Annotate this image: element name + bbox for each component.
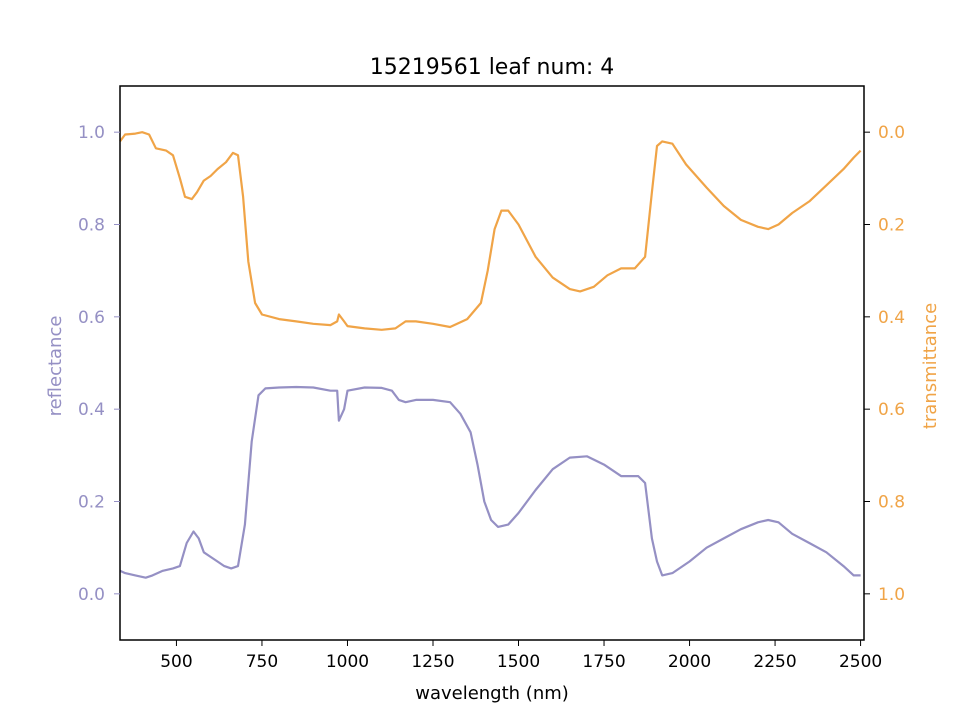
x-axis-label: wavelength (nm) xyxy=(415,683,569,704)
x-tick-label: 2250 xyxy=(753,652,796,672)
x-tick-label: 1000 xyxy=(326,652,369,672)
y-left-tick-label: 0.2 xyxy=(78,493,105,513)
x-tick-label: 2000 xyxy=(668,652,711,672)
y-axis-right-label: transmittance xyxy=(920,303,941,429)
chart-title: 15219561 leaf num: 4 xyxy=(370,55,615,80)
y-axis-left: 0.0 0.2 0.4 0.6 0.8 1.0 xyxy=(78,123,120,605)
axes-frame xyxy=(119,85,865,641)
y-right-tick-label: 0.0 xyxy=(878,123,905,143)
y-left-tick-label: 1.0 xyxy=(78,123,105,143)
y-right-tick-label: 0.4 xyxy=(878,308,905,328)
x-tick-label: 1250 xyxy=(411,652,454,672)
y-axis-right: 0.0 0.2 0.4 0.6 0.8 1.0 xyxy=(864,123,905,605)
y-right-tick-label: 0.2 xyxy=(878,216,905,236)
x-axis: 500 750 1000 1250 1500 1750 2000 2250 2500 xyxy=(160,640,882,672)
plot-area xyxy=(119,131,862,579)
x-tick-label: 1500 xyxy=(497,652,540,672)
x-tick-label: 750 xyxy=(246,652,278,672)
y-right-tick-label: 0.8 xyxy=(878,493,905,513)
x-tick-label: 1750 xyxy=(582,652,625,672)
x-tick-label: 2500 xyxy=(839,652,882,672)
y-left-tick-label: 0.0 xyxy=(78,585,105,605)
transmittance-line xyxy=(119,131,862,331)
y-right-tick-label: 1.0 xyxy=(878,585,905,605)
y-right-tick-label: 0.6 xyxy=(878,400,905,420)
y-left-tick-label: 0.8 xyxy=(78,216,105,236)
y-axis-left-label: reflectance xyxy=(45,316,66,417)
y-left-tick-label: 0.6 xyxy=(78,308,105,328)
reflectance-line xyxy=(119,385,861,579)
y-left-tick-label: 0.4 xyxy=(78,400,105,420)
x-tick-label: 500 xyxy=(160,652,192,672)
